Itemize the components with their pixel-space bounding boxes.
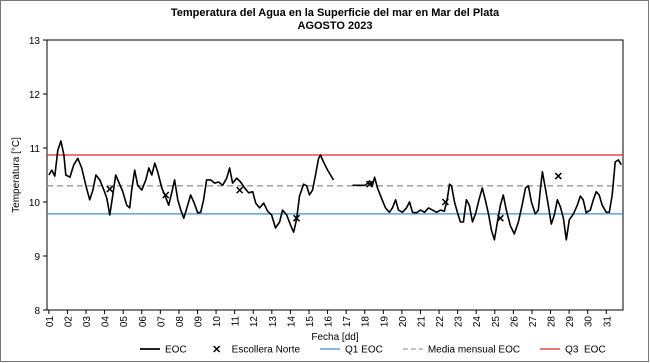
x-tick-label: 04 bbox=[101, 316, 112, 328]
x-tick-label: 29 bbox=[565, 316, 576, 328]
y-axis-label: Temperatura [°C] bbox=[11, 137, 22, 213]
legend-symbol bbox=[213, 345, 221, 353]
data-marker bbox=[496, 214, 504, 222]
y-tick-label: 9 bbox=[34, 252, 40, 263]
y-tick-label: 8 bbox=[34, 306, 40, 317]
x-tick-label: 14 bbox=[286, 316, 297, 328]
x-tick-label: 02 bbox=[63, 316, 74, 328]
y-tick-label: 11 bbox=[30, 144, 41, 155]
x-tick-label: 13 bbox=[268, 316, 279, 328]
x-tick-label: 19 bbox=[379, 316, 390, 328]
x-tick-label: 28 bbox=[547, 316, 558, 328]
x-tick-label: 10 bbox=[212, 316, 223, 328]
x-tick-label: 31 bbox=[602, 316, 613, 328]
x-tick-label: 30 bbox=[584, 316, 595, 328]
x-tick-label: 16 bbox=[324, 316, 335, 328]
x-tick-label: 26 bbox=[509, 316, 520, 328]
x-tick-label: 07 bbox=[156, 316, 167, 328]
legend-label: EOC bbox=[165, 345, 187, 356]
x-tick-label: 11 bbox=[231, 316, 242, 327]
x-tick-label: 09 bbox=[194, 316, 205, 328]
x-tick-label: 08 bbox=[175, 316, 186, 328]
y-tick-label: 12 bbox=[29, 90, 41, 101]
x-tick-label: 05 bbox=[119, 316, 130, 328]
x-tick-label: 17 bbox=[342, 316, 353, 328]
chart-title: Temperatura del Agua en la Superficie de… bbox=[171, 7, 500, 19]
x-tick-label: 22 bbox=[435, 316, 446, 328]
x-tick-label: 18 bbox=[361, 316, 372, 328]
data-line bbox=[48, 140, 622, 241]
legend-label: Escollera Norte bbox=[232, 345, 301, 356]
x-tick-label: 20 bbox=[398, 316, 409, 328]
data-marker bbox=[236, 186, 244, 194]
data-marker bbox=[554, 172, 562, 180]
x-tick-label: 15 bbox=[305, 316, 316, 328]
x-tick-label: 03 bbox=[82, 316, 93, 328]
x-tick-label: 06 bbox=[138, 316, 149, 328]
plot-area bbox=[46, 39, 624, 311]
data-marker bbox=[441, 198, 449, 206]
x-tick-label: 25 bbox=[491, 316, 502, 328]
x-tick-label: 27 bbox=[528, 316, 539, 328]
data-marker bbox=[366, 180, 374, 188]
y-tick-label: 13 bbox=[29, 36, 41, 47]
x-axis-label: Fecha [dd] bbox=[311, 332, 358, 343]
data-marker bbox=[106, 185, 114, 193]
x-tick-label: 23 bbox=[454, 316, 465, 328]
x-tick-label: 12 bbox=[249, 316, 260, 328]
legend-label: Q3 EOC bbox=[565, 345, 606, 356]
x-tick-label: 21 bbox=[416, 316, 427, 328]
y-tick-label: 10 bbox=[29, 198, 41, 209]
data-marker bbox=[162, 191, 170, 199]
legend-label: Q1 EOC bbox=[345, 345, 383, 356]
x-tick-label: 01 bbox=[45, 316, 56, 328]
legend-label: Media mensual EOC bbox=[428, 345, 520, 356]
data-marker bbox=[293, 214, 301, 222]
chart-subtitle: AGOSTO 2023 bbox=[298, 20, 373, 32]
x-tick-label: 24 bbox=[472, 316, 483, 328]
